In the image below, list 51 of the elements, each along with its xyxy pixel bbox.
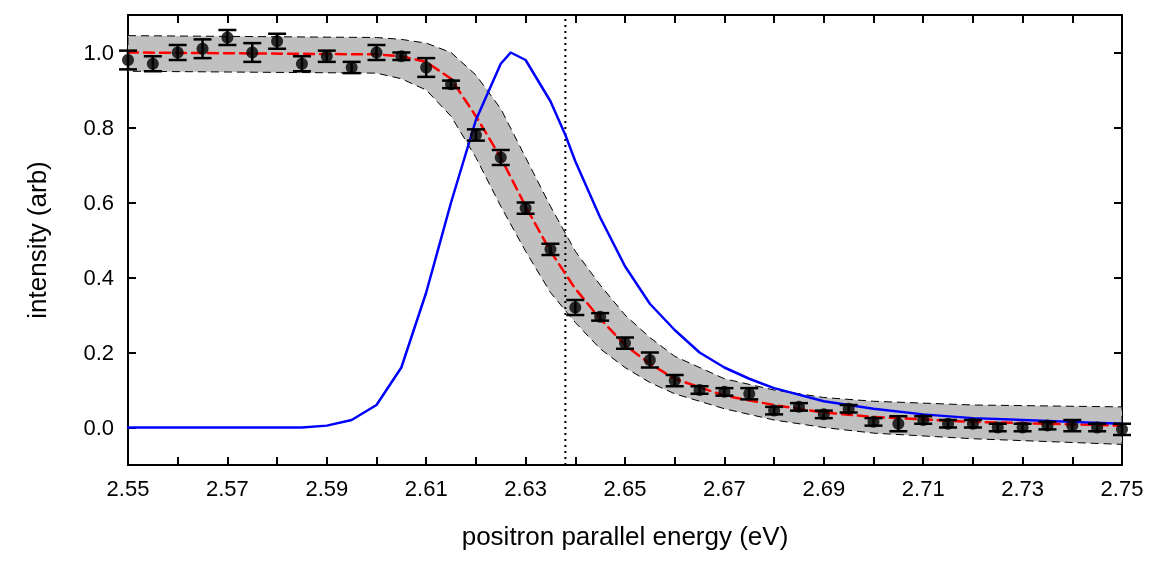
x-tick-label: 2.69 xyxy=(802,475,846,501)
point xyxy=(196,42,209,55)
point xyxy=(469,129,482,141)
point xyxy=(942,417,955,430)
point xyxy=(569,301,582,314)
x-tick-label: 2.59 xyxy=(305,475,349,501)
point xyxy=(295,57,308,70)
point xyxy=(370,46,383,59)
y-tick-label: 0.6 xyxy=(83,190,114,215)
point xyxy=(594,310,607,323)
y-axis-title: intensity (arb) xyxy=(22,161,52,319)
point xyxy=(146,57,159,70)
y-tick-label: 0.4 xyxy=(83,265,114,290)
point xyxy=(1041,419,1054,432)
point xyxy=(991,421,1004,434)
point xyxy=(842,402,855,415)
x-tick-label: 2.61 xyxy=(404,475,448,501)
x-tick-label: 2.73 xyxy=(1001,475,1045,501)
point xyxy=(221,31,234,44)
x-tick-label: 2.57 xyxy=(205,475,249,501)
point xyxy=(271,35,284,48)
point xyxy=(643,354,656,366)
point xyxy=(395,50,408,63)
y-tick-label: 0.0 xyxy=(83,415,114,440)
point xyxy=(917,414,930,426)
x-axis-title: positron parallel energy (eV) xyxy=(461,521,789,551)
point xyxy=(768,404,781,417)
point xyxy=(246,46,259,59)
point xyxy=(1091,421,1104,434)
y-tick-label: 1.0 xyxy=(83,40,114,65)
x-tick-label: 2.55 xyxy=(106,475,150,501)
x-tick-label: 2.63 xyxy=(504,475,548,501)
point xyxy=(693,384,706,396)
point xyxy=(718,385,731,398)
x-tick-label: 2.65 xyxy=(603,475,647,501)
x-tick-label: 2.67 xyxy=(702,475,746,501)
point xyxy=(966,417,979,430)
point xyxy=(122,54,134,66)
x-tick-label: 2.71 xyxy=(901,475,945,501)
x-tick-label: 2.75 xyxy=(1100,475,1144,501)
point xyxy=(494,151,507,164)
point xyxy=(792,400,805,413)
point xyxy=(420,61,433,74)
y-tick-label: 0.8 xyxy=(83,115,114,140)
point xyxy=(445,78,458,91)
point xyxy=(892,417,905,430)
point xyxy=(171,46,184,59)
y-tick-label: 0.2 xyxy=(83,340,114,365)
point xyxy=(867,415,880,428)
point xyxy=(1016,421,1029,434)
point xyxy=(817,408,830,421)
